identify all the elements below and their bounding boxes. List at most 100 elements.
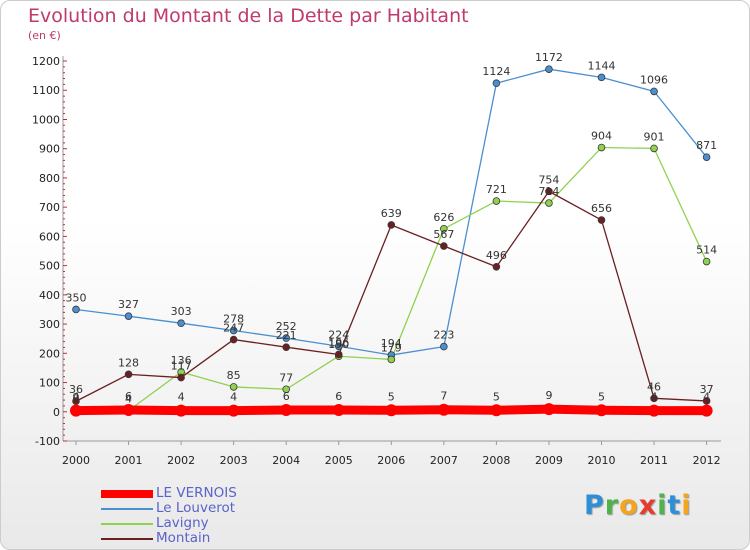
data-point [492, 262, 501, 271]
brand-letter: t [667, 490, 682, 521]
brand-letter: i [657, 490, 668, 521]
data-label: 4 [178, 391, 185, 404]
data-label: 5 [598, 390, 605, 403]
data-point [175, 404, 188, 417]
data-point [122, 404, 135, 417]
brand-letter: x [638, 490, 658, 521]
data-label: 223 [433, 329, 454, 342]
data-point [124, 312, 133, 320]
data-point [597, 73, 606, 82]
y-tick-label: 700 [39, 201, 60, 214]
data-point [595, 404, 608, 417]
data-label: 9 [73, 391, 80, 404]
data-point [334, 350, 343, 359]
data-label: 46 [647, 380, 661, 393]
data-point [334, 342, 343, 351]
data-point [440, 242, 448, 250]
data-label: 6 [335, 390, 342, 403]
y-tick-label: 100 [39, 377, 60, 390]
data-label: 5 [388, 390, 395, 403]
y-tick-label: 1200 [32, 55, 60, 68]
data-label: 136 [171, 354, 192, 367]
data-point [542, 403, 555, 416]
y-tick-label: 200 [39, 347, 60, 360]
data-label: 247 [223, 322, 244, 335]
data-point [124, 370, 133, 379]
x-tick-label: 2009 [535, 454, 563, 467]
chart-subtitle: (en €) [28, 29, 61, 42]
x-tick-label: 2000 [62, 454, 90, 467]
y-tick-label: 600 [39, 230, 60, 243]
data-label: 278 [223, 313, 244, 326]
data-label: 721 [486, 183, 507, 196]
data-point [280, 404, 293, 417]
data-point [650, 87, 658, 96]
data-point [177, 373, 185, 382]
data-point [440, 224, 448, 233]
legend-swatch [101, 508, 153, 510]
data-label: 224 [328, 328, 349, 341]
data-label: 5 [493, 390, 500, 403]
data-label: 754 [538, 173, 559, 186]
data-point [490, 404, 503, 417]
data-point [229, 383, 238, 391]
data-label: 77 [279, 371, 293, 384]
data-label: 567 [433, 228, 454, 241]
data-label: 1096 [640, 73, 668, 86]
x-tick-label: 2007 [430, 454, 458, 467]
data-label: 496 [486, 249, 507, 262]
data-point [227, 404, 240, 417]
data-label: 714 [538, 185, 559, 198]
x-tick-label: 2005 [325, 454, 353, 467]
chart-title: Evolution du Montant de la Dette par Hab… [28, 5, 469, 27]
data-label: 901 [644, 130, 665, 143]
data-point [545, 187, 553, 196]
data-point [440, 342, 448, 351]
data-label: 37 [700, 383, 714, 396]
data-label: 1144 [588, 59, 616, 72]
y-tick-label: 900 [39, 143, 60, 156]
data-label: 904 [591, 130, 612, 143]
data-point [702, 257, 711, 266]
data-point [492, 197, 501, 205]
y-tick-label: 1100 [32, 84, 60, 97]
data-point [229, 326, 238, 335]
data-point [597, 143, 606, 152]
legend-swatch [101, 538, 153, 540]
data-label: 4 [703, 391, 710, 404]
legend-label: LE VERNOIS [156, 485, 237, 501]
data-label: 6 [283, 390, 290, 403]
data-label: 196 [328, 336, 349, 349]
data-label: 871 [696, 139, 717, 152]
data-label: 303 [171, 305, 192, 318]
data-label: 85 [227, 369, 241, 382]
data-label: 350 [66, 291, 87, 304]
y-tick-label: 800 [39, 172, 60, 185]
brand-letter: r [604, 490, 620, 521]
data-points [70, 65, 713, 417]
data-label: 117 [171, 360, 192, 373]
legend-label: Le Louverot [156, 500, 236, 516]
data-label: 4 [125, 393, 132, 406]
y-tick-label: 500 [39, 260, 60, 273]
x-tick-label: 2012 [693, 454, 721, 467]
legend-swatch [101, 490, 153, 498]
x-tick-label: 2002 [167, 454, 195, 467]
y-tick-label: -100 [35, 435, 60, 448]
data-label: 656 [591, 202, 612, 215]
legend-label: Montain [156, 530, 211, 546]
brand-logo: Proxiti [584, 490, 692, 521]
data-label: 221 [276, 329, 297, 342]
data-label: 194 [381, 337, 402, 350]
brand-letter: o [619, 490, 639, 521]
data-label: 128 [118, 356, 139, 369]
data-label: 514 [696, 244, 717, 257]
data-point [72, 305, 80, 314]
data-label: 179 [381, 341, 402, 354]
data-labels: 350 327 303 278 252 224 194 223 1124 1172 1144 1096… [66, 51, 718, 405]
data-point [702, 153, 711, 161]
x-tick-label: 2010 [588, 454, 616, 467]
axes: -100 0 100 200 300 400 500 600 700 800 900 1000 1100… [32, 55, 721, 467]
data-point [387, 221, 396, 229]
